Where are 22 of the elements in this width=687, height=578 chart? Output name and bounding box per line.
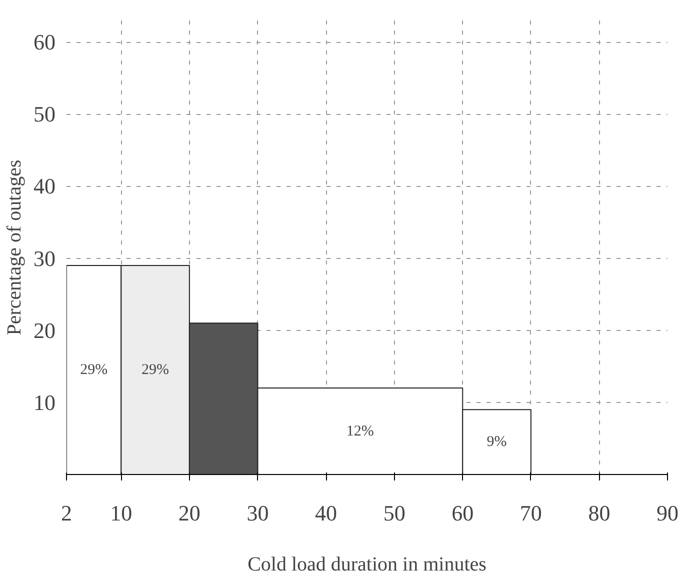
data-label: 12% bbox=[346, 423, 374, 440]
x-tick-label: 90 bbox=[656, 500, 678, 526]
y-tick-label: 50 bbox=[34, 102, 56, 127]
data-label: 29% bbox=[80, 362, 108, 378]
y-tick-label: 30 bbox=[34, 246, 56, 271]
y-tick-label: 10 bbox=[34, 390, 56, 415]
x-tick-label: 70 bbox=[520, 500, 542, 526]
y-tick-label: 20 bbox=[34, 318, 56, 343]
x-tick-label: 20 bbox=[178, 500, 200, 526]
data-label: 29% bbox=[142, 362, 170, 378]
data-label: 9% bbox=[486, 434, 507, 450]
y-axis-title: Percentage of outages bbox=[4, 160, 26, 336]
x-tick-label: 60 bbox=[452, 500, 474, 526]
y-tick-label: 60 bbox=[34, 30, 56, 55]
x-axis-title: Cold load duration in minutes bbox=[248, 554, 487, 576]
x-tick-label: 40 bbox=[315, 500, 338, 526]
x-tick-label: 80 bbox=[588, 500, 610, 526]
x-tick-label: 10 bbox=[110, 500, 132, 526]
x-tick-label: 50 bbox=[383, 500, 406, 526]
y-tick-label: 40 bbox=[34, 174, 56, 199]
x-tick-label: 30 bbox=[246, 500, 269, 526]
x-tick-label: 2 bbox=[61, 500, 72, 526]
